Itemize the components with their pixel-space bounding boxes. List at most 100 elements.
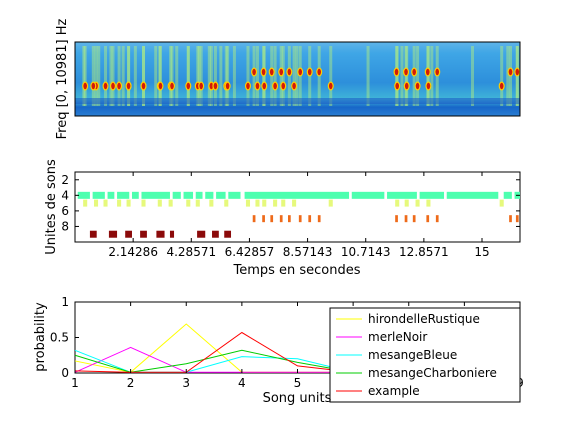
unit-5-segment [126,199,131,207]
spectrogram-call-peak [515,68,520,76]
units-xlabel: Temps en secondes [232,263,360,278]
unit-5-segment [209,199,214,207]
unit-4-segment [419,191,445,199]
spectrogram-call-column [127,46,131,106]
spectrogram-call-peak [170,82,174,90]
unit-7-segment [404,215,408,223]
legend-label-mesangeBleue: mesangeBleue [368,348,457,362]
unit-5-segment [93,199,99,207]
unit-5-segment [141,199,146,207]
spectrogram-call-peak [269,68,274,76]
unit-5-segment [117,199,122,207]
unit-4-segment [244,191,350,199]
units-panel: 2.14286 4.28571 6.42857 8.57143 10.7143 12.85… [44,159,521,278]
unit-5-segment [224,199,229,207]
spectrogram-call-peak [395,82,400,90]
unit-9-segment [125,230,132,238]
units-ytick-label: 4 [61,188,69,202]
spectrogram-call-column [273,46,277,106]
unit-5-segment [186,199,191,207]
probability-xtick-label: 1 [71,376,79,390]
spectrogram-call-column [400,46,404,106]
spectrogram-call-column [117,46,121,106]
unit-7-segment [426,215,430,223]
unit-7-segment [288,215,291,223]
unit-4-segment [117,191,130,199]
spectrogram-call-column [281,46,285,106]
spectrogram-call-peak [328,82,333,90]
probability-panel: 12345678900.51 hirondelleRustiquemerleNo… [33,295,524,406]
units-xtick-label: 6.42857 [225,245,275,259]
spectrogram-call-peak [103,82,108,90]
unit-7-segment [395,215,398,223]
spectrogram-call-peak [261,68,266,76]
legend-label-merleNoir: merleNoir [368,330,427,344]
spectrogram-call-column [430,46,434,106]
spectrogram-call-column [207,46,211,106]
unit-5-segment [499,199,504,207]
spectrogram-call-column [97,46,101,106]
spectrogram-call-column [133,46,137,106]
spectrogram-call-peak [91,82,96,90]
unit-9-segment [89,230,97,238]
unit-4-segment [503,191,512,199]
unit-4-segment [387,191,417,199]
spectrogram-call-peak [298,68,303,76]
spectrogram-call-peak [404,68,408,76]
spectrogram-call-peak [186,82,191,90]
unit-4-segment [216,191,226,199]
spectrogram-call-column [506,46,510,106]
unit-4-segment [228,191,241,199]
spectrogram-call-column [91,46,95,106]
probability-ylabel: probability [33,302,48,372]
units-ylabel: Unites de sons [44,159,59,255]
units-ytick-label: 8 [61,219,69,233]
probability-ytick-label: 1 [61,295,69,309]
spectrogram-call-peak [281,82,286,90]
unit-5-segment [83,199,88,207]
spectrogram-call-peak [404,82,409,90]
spectrogram-call-column [329,46,333,106]
unit-7-segment [435,215,439,223]
unit-7-segment [509,215,512,223]
spectrogram-call-column [500,46,504,106]
units-xtick-label: 15 [474,245,489,259]
unit-5-segment [292,199,297,207]
unit-9-segment [224,230,232,238]
unit-4-segment [446,191,499,199]
spectrogram-call-peak [225,82,230,90]
spectrogram-call-column [366,46,370,106]
spectrogram-call-column [186,46,190,106]
unit-9-segment [108,230,118,238]
probability-ytick-label: 0.5 [50,331,69,345]
unit-9-segment [169,230,175,238]
spectrogram-ylabel: Freq [0, 10981] Hz [55,18,70,139]
spectrogram-call-peak [126,82,131,90]
spectrogram-call-peak [83,82,87,90]
spectrogram-call-peak [246,82,250,90]
spectrogram-call-column [471,46,475,106]
spectrogram-call-column [416,46,420,106]
spectrogram-call-column [94,46,98,106]
probability-xtick-label: 3 [182,376,190,390]
probability-ytick-label: 0 [61,366,69,380]
spectrogram-call-peak [209,82,214,90]
spectrogram-frame [74,41,521,117]
unit-7-segment [262,215,265,223]
spectrogram-call-peak [279,68,284,76]
spectrogram-call-column [154,46,158,106]
unit-4-segment [195,191,203,199]
spectrogram-call-column [295,46,299,106]
unit-5-segment [157,199,162,207]
spectrogram-call-column [292,46,296,106]
spectrogram-call-column [255,46,259,106]
unit-7-segment [308,215,312,223]
spectrogram-call-column [209,46,213,106]
spectrogram-call-peak [252,68,256,76]
spectrogram-low-band [75,98,520,104]
unit-4-segment [351,191,385,199]
unit-5-segment [415,199,420,207]
spectrogram-call-column [226,46,230,106]
spectrogram-call-peak [117,82,121,90]
probability-legend: hirondelleRustique merleNoir mesangeBleue m… [329,307,521,403]
